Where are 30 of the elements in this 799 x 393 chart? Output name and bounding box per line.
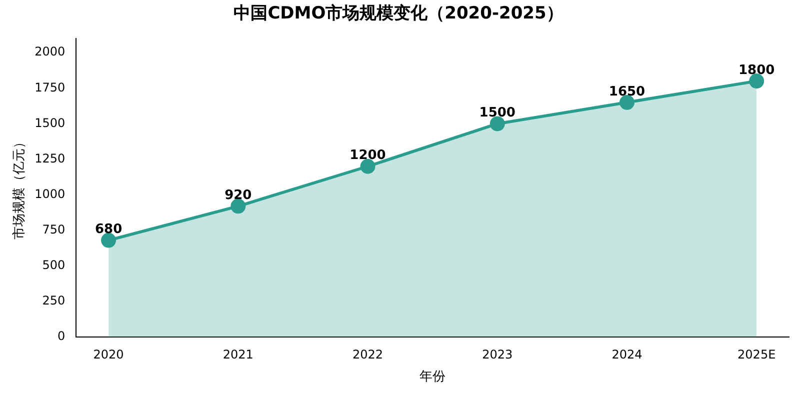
y-tick-label: 2000 [34, 44, 66, 59]
x-tick-label: 2020 [93, 347, 124, 362]
point [490, 116, 505, 132]
y-tick-label: 0 [58, 329, 66, 344]
x-tick-label: 2024 [612, 347, 642, 362]
point [749, 74, 764, 89]
y-tick-label: 1500 [34, 116, 66, 130]
data-label: 920 [224, 188, 252, 204]
data-label: 1500 [479, 106, 516, 121]
x-tick-label: 2023 [482, 347, 513, 362]
point [230, 198, 246, 214]
point [360, 158, 376, 174]
data-label: 1800 [738, 62, 775, 78]
data-label: 1200 [350, 148, 386, 164]
y-tick-label: 500 [42, 258, 66, 272]
point [101, 232, 116, 248]
y-tick-label: 750 [42, 222, 66, 236]
chart-title: 中国CDMO市场规模变化（2020-2025） [234, 4, 564, 24]
x-tick-label: 2022 [352, 347, 384, 362]
y-tick-label: 250 [42, 294, 66, 308]
x-axis-title: 年份 [420, 370, 446, 385]
y-tick-label: 1250 [34, 151, 66, 166]
point [619, 94, 634, 110]
x-tick-label: 2021 [222, 347, 254, 362]
data-label: 1650 [608, 84, 646, 100]
y-tick-label: 1750 [34, 80, 66, 94]
x-tick-label: 2025E [738, 347, 776, 362]
y-tick-label: 1000 [34, 186, 66, 201]
y-axis-title: 市场规模（亿元） [12, 136, 28, 240]
data-label: 680 [94, 222, 122, 238]
